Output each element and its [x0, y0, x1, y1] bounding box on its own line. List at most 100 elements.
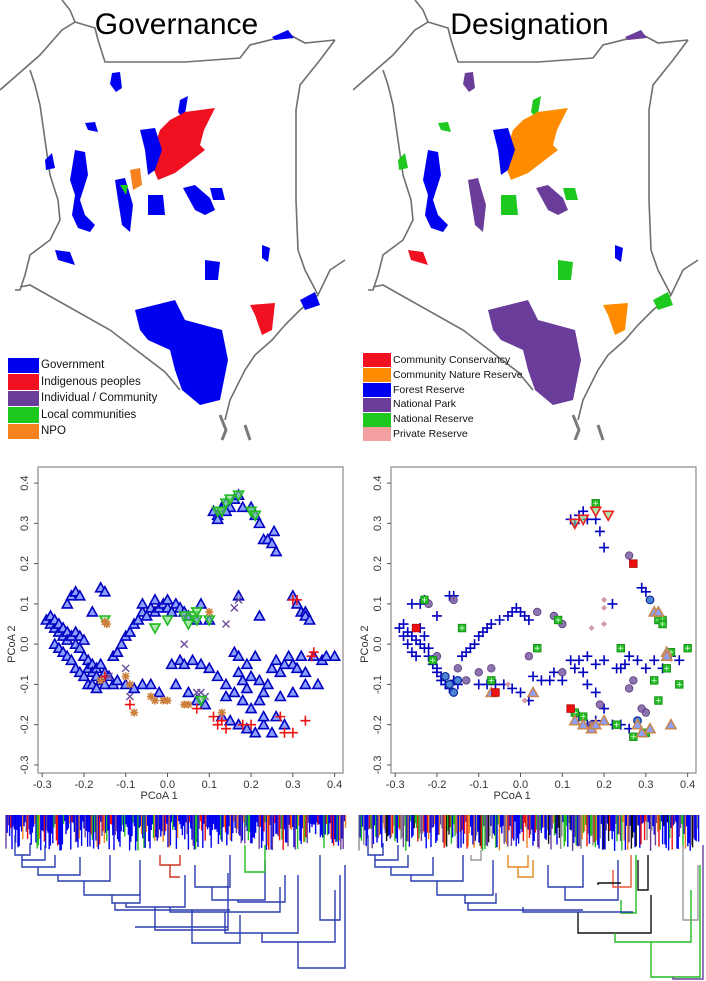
data-point — [165, 657, 179, 670]
data-point — [180, 640, 189, 649]
y-tick-label: 0.2 — [372, 556, 384, 571]
region-mid3 — [563, 188, 578, 200]
data-point — [219, 677, 233, 690]
data-point — [73, 589, 87, 601]
region-forest-mau — [70, 150, 95, 232]
x-axis-label: PCoA 1 — [141, 790, 178, 802]
data-point — [221, 723, 232, 734]
data-point — [257, 709, 270, 722]
dendrogram-branch — [111, 875, 186, 908]
data-point — [215, 506, 229, 518]
data-point — [236, 673, 250, 686]
y-tick-label: 0.4 — [372, 475, 384, 490]
data-point — [398, 619, 409, 630]
data-point — [240, 722, 254, 734]
data-point — [523, 615, 534, 625]
data-point — [624, 684, 634, 693]
data-point — [607, 598, 618, 609]
data-point — [275, 711, 286, 722]
data-point — [102, 620, 111, 629]
series-private-reserve — [504, 596, 608, 704]
data-point — [624, 651, 635, 662]
data-point — [163, 696, 172, 705]
data-point — [230, 603, 239, 612]
legend-item-community-nature-reserve: Community Nature Reserve — [363, 368, 523, 383]
data-point — [601, 596, 608, 603]
data-point — [253, 693, 266, 706]
data-point — [568, 518, 582, 531]
data-point — [278, 657, 291, 670]
dendrogram-branch — [14, 835, 46, 861]
x-tick-label: -0.2 — [427, 779, 446, 791]
region-central1 — [531, 96, 541, 120]
region-mid2 — [536, 185, 568, 215]
series-forest-reserve-circle- — [440, 595, 655, 726]
data-point-detail — [459, 625, 465, 631]
legend-swatch — [8, 423, 39, 439]
dendrogram-branch — [612, 855, 632, 888]
region-lamu — [653, 292, 673, 310]
legend-item-private-reserve: Private Reserve — [363, 427, 523, 442]
data-point — [521, 697, 528, 704]
data-point — [219, 689, 233, 702]
plot-frame — [390, 466, 697, 774]
legend-swatch — [8, 390, 39, 406]
data-point — [123, 625, 137, 637]
data-point — [105, 672, 114, 681]
data-point — [73, 641, 87, 653]
data-point — [246, 719, 257, 730]
region-west1 — [438, 122, 451, 132]
data-point — [548, 667, 559, 678]
data-point — [115, 637, 128, 649]
data-point — [232, 490, 245, 502]
legend-label: Individual / Community — [41, 392, 158, 404]
data-point — [269, 544, 283, 557]
region-west1 — [85, 122, 98, 132]
data-point-detail — [614, 722, 620, 728]
data-point — [449, 595, 458, 605]
data-point — [526, 685, 540, 698]
legend-item-indigenous-peoples: Indigenous peoples — [8, 374, 157, 391]
region-local-community — [120, 185, 128, 195]
data-point — [536, 675, 547, 686]
data-point — [589, 718, 603, 730]
y-tick-label: -0.2 — [372, 715, 384, 734]
data-point — [248, 726, 262, 738]
region-coast — [603, 303, 628, 335]
legend-item-npo: NPO — [8, 423, 157, 440]
data-point — [194, 695, 208, 708]
data-point — [85, 605, 99, 617]
data-point — [77, 669, 91, 682]
data-point — [473, 679, 484, 690]
data-point — [190, 607, 204, 619]
dendrogram-branch — [507, 855, 534, 878]
data-point — [431, 610, 442, 621]
y-tick-label: 0.2 — [19, 556, 31, 571]
data-point — [624, 551, 634, 560]
legend-swatch — [363, 382, 391, 397]
legend-swatch — [363, 353, 391, 368]
region-central2 — [140, 128, 162, 175]
data-point — [211, 512, 225, 525]
y-tick-label: 0.3 — [19, 516, 31, 531]
data-point — [287, 727, 298, 738]
legend-item-individual-community: Individual / Community — [8, 390, 157, 407]
data-point — [469, 639, 480, 650]
series-community-conservancy — [411, 559, 638, 713]
region-west2 — [45, 153, 55, 170]
dendrogram-branch — [547, 855, 619, 901]
data-point-detail — [664, 665, 670, 671]
data-point — [111, 645, 124, 658]
data-point — [236, 693, 250, 706]
y-tick-label: 0.1 — [19, 596, 31, 611]
data-point-detail — [593, 500, 599, 506]
data-point-detail — [534, 645, 540, 651]
y-axis-label: PCoA 2 — [6, 626, 18, 663]
data-point — [253, 609, 266, 621]
dendrogram-branch — [522, 907, 633, 913]
legend-label: National Reserve — [393, 413, 474, 426]
data-point — [423, 643, 434, 654]
data-point — [121, 664, 130, 673]
data-point — [144, 677, 158, 690]
legend-label: Private Reserve — [393, 427, 468, 440]
